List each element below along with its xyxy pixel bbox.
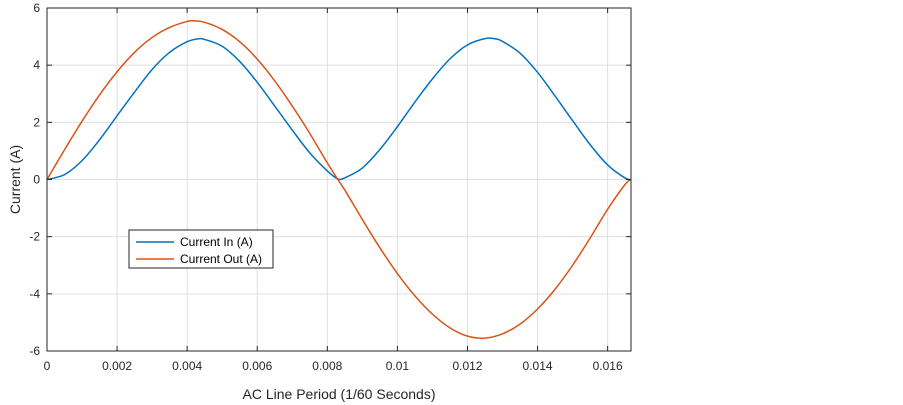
x-tick-label: 0 [44, 359, 51, 373]
y-tick-label: -4 [29, 287, 40, 301]
x-tick-label: 0.008 [312, 359, 342, 373]
legend-label-current-in: Current In (A) [180, 235, 253, 249]
legend-box [128, 229, 274, 269]
series-line-current-in-a [46, 37, 632, 181]
x-tick-label: 0.002 [102, 359, 132, 373]
axis-ticks: 0 0.002 0.004 0.006 0.008 0.01 0.012 0.014 0.016… [29, 1, 631, 373]
series-line-current-out-a [46, 19, 632, 339]
y-tick-label: 4 [33, 58, 40, 72]
x-tick-label: 0.014 [523, 359, 553, 373]
x-tick-label: 0.01 [386, 359, 410, 373]
y-tick-label: 0 [33, 173, 40, 187]
x-tick-label: 0.016 [593, 359, 623, 373]
x-tick-label: 0.006 [242, 359, 272, 373]
legend[interactable]: Current In (A) Current Out (A) [128, 229, 274, 269]
x-tick-label: 0.004 [172, 359, 202, 373]
legend-label-current-out: Current Out (A) [180, 252, 262, 266]
y-axis-label: Current (A) [7, 145, 23, 214]
plot-lines [46, 19, 632, 339]
y-tick-label: 2 [33, 115, 40, 129]
x-tick-label: 0.012 [452, 359, 482, 373]
y-tick-label: 6 [33, 1, 40, 15]
x-axis-label: AC Line Period (1/60 Seconds) [243, 386, 436, 402]
y-tick-label: -6 [29, 344, 40, 358]
y-tick-label: -2 [29, 230, 40, 244]
